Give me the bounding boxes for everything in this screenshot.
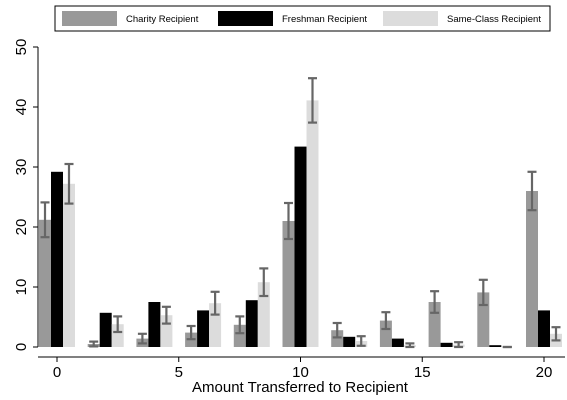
bar-charity-recipient-8: [233, 324, 246, 347]
error-bar-same-class-recipient-0: [64, 162, 74, 205]
error-bar-same-class-recipient-20: [551, 326, 561, 342]
x-tick-label-20: 20: [536, 364, 553, 381]
y-tick-label-30: 30: [13, 159, 30, 176]
x-tick-label-15: 15: [414, 364, 431, 381]
bar-same-class-recipient-8: [257, 282, 270, 347]
bar-freshman-recipient-2: [99, 312, 112, 347]
legend-label-same-class: Same-Class Recipient: [447, 14, 541, 25]
error-bar-charity-recipient-16: [430, 290, 440, 314]
bar-charity-recipient-10: [282, 221, 295, 347]
error-bar-same-class-recipient-2: [113, 315, 123, 334]
bar-freshman-recipient-8: [245, 300, 258, 347]
bar-same-class-recipient-2: [111, 324, 124, 347]
bar-freshman-recipient-14: [391, 338, 404, 347]
x-tick-label-10: 10: [292, 364, 309, 381]
bar-same-class-recipient-0: [63, 183, 75, 347]
legend: Charity Recipient Freshman Recipient Sam…: [54, 5, 551, 32]
error-bar-charity-recipient-10: [284, 201, 293, 241]
legend-label-charity: Charity Recipient: [126, 14, 199, 25]
x-tick-label-0: 0: [53, 364, 61, 381]
bar-charity-recipient-0: [39, 219, 51, 347]
bar-freshman-recipient-6: [197, 310, 210, 347]
y-tick-label-50: 50: [13, 39, 30, 56]
legend-swatch-charity: [62, 11, 117, 26]
x-tick-label-5: 5: [175, 364, 183, 381]
bar-charity-recipient-20: [526, 191, 538, 347]
error-bar-charity-recipient-18: [478, 278, 488, 307]
y-tick-label-0: 0: [13, 343, 30, 351]
bar-freshman-recipient-20: [538, 310, 550, 347]
legend-swatch-same-class: [383, 11, 438, 26]
x-axis: 0 5 10 15 20: [38, 356, 565, 381]
error-bar-same-class-recipient-10: [308, 77, 317, 124]
bar-freshman-recipient-0: [51, 171, 63, 347]
error-bar-charity-recipient-8: [235, 315, 245, 335]
x-axis-title: Amount Transferred to Recipient: [192, 379, 409, 396]
plot-area: [39, 77, 562, 349]
legend-label-freshman: Freshman Recipient: [282, 14, 367, 25]
y-tick-label-20: 20: [13, 219, 30, 236]
y-axis: 0 10 20 30 40 50: [13, 39, 39, 351]
error-bar-charity-recipient-0: [40, 201, 50, 239]
error-bar-charity-recipient-12: [332, 321, 342, 339]
y-tick-label-10: 10: [13, 279, 30, 296]
bar-charity-recipient-14: [379, 320, 392, 347]
bar-freshman-recipient-16: [440, 342, 453, 347]
bar-charity-recipient-12: [331, 330, 344, 347]
bar-same-class-recipient-10: [306, 100, 319, 348]
y-tick-label-40: 40: [13, 99, 30, 116]
error-bar-same-class-recipient-8: [259, 267, 269, 298]
error-bar-same-class-recipient-6: [210, 290, 220, 316]
error-bar-charity-recipient-6: [186, 324, 196, 341]
error-bar-same-class-recipient-12: [356, 335, 366, 347]
bar-freshman-recipient-10: [294, 146, 307, 347]
error-bar-charity-recipient-4: [137, 332, 147, 345]
bar-freshman-recipient-4: [148, 302, 161, 347]
error-bar-same-class-recipient-14: [405, 342, 415, 349]
error-bar-same-class-recipient-4: [161, 305, 171, 325]
error-bar-charity-recipient-2: [89, 340, 99, 348]
error-bar-same-class-recipient-16: [454, 341, 464, 349]
error-bar-charity-recipient-20: [527, 170, 537, 212]
bar-freshman-recipient-18: [489, 345, 502, 347]
error-bar-charity-recipient-14: [381, 311, 391, 331]
bar-freshman-recipient-12: [343, 336, 356, 347]
legend-box: [54, 5, 551, 32]
legend-swatch-freshman: [218, 11, 273, 26]
